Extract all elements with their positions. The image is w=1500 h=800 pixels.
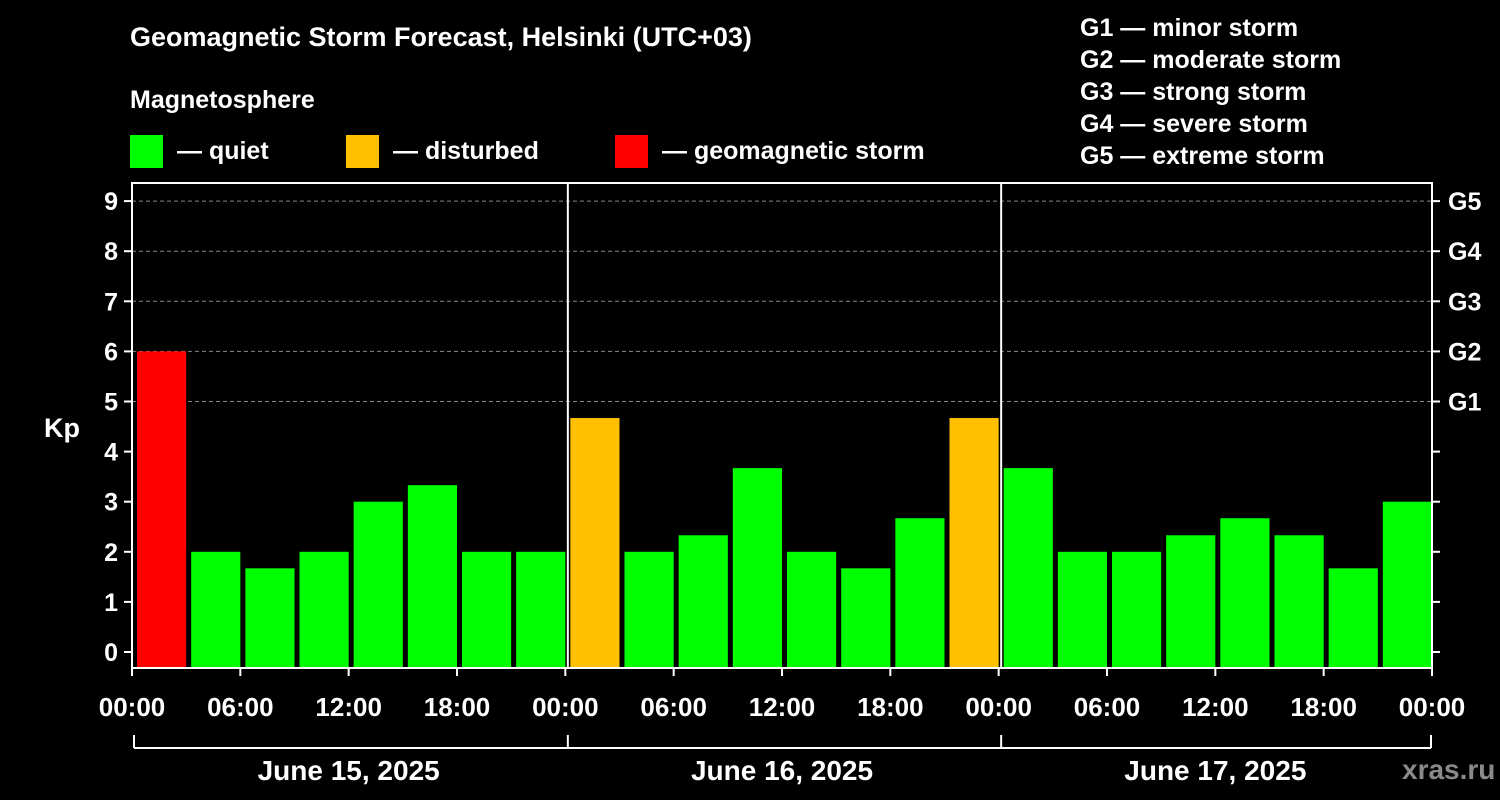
legend-swatch-disturbed (346, 134, 379, 168)
bar-16 (1003, 468, 1053, 668)
y-tick-label: 7 (104, 288, 118, 316)
bar-20 (1220, 518, 1270, 668)
y-tick-label: 2 (104, 539, 118, 567)
bar-11 (732, 468, 782, 668)
g-scale-item-g1: G1 — minor storm (1080, 14, 1299, 42)
x-tick-label: 18:00 (424, 692, 491, 722)
y-tick-label: 5 (104, 389, 118, 417)
legend-item-disturbed: — disturbed (346, 134, 539, 168)
magnetosphere-heading: Magnetosphere (130, 86, 315, 114)
bar-9 (624, 551, 674, 668)
bar-6 (462, 551, 512, 668)
bar-23 (1382, 501, 1432, 668)
y-tick-label: 9 (104, 188, 118, 216)
x-tick-label: 00:00 (532, 692, 599, 722)
g-scale-item-g2: G2 — moderate storm (1080, 46, 1342, 74)
bar-0 (137, 351, 187, 668)
legend-swatch-storm (615, 134, 648, 168)
g-scale-axis-label-g4: G4 (1448, 238, 1481, 266)
bar-18 (1112, 551, 1162, 668)
bar-22 (1328, 568, 1378, 668)
bar-2 (245, 568, 295, 668)
x-tick-label: 00:00 (99, 692, 166, 722)
y-axis-label: Kp (44, 413, 80, 443)
x-tick-label: 12:00 (1182, 692, 1249, 722)
y-tick-label: 8 (104, 238, 118, 266)
chart-title: Geomagnetic Storm Forecast, Helsinki (UT… (130, 22, 752, 52)
g-scale-axis-label-g1: G1 (1448, 389, 1481, 417)
x-tick-label: 00:00 (965, 692, 1032, 722)
bar-4 (353, 501, 403, 668)
day-label-2: June 17, 2025 (1124, 755, 1306, 786)
bar-15 (949, 418, 999, 668)
bar-10 (678, 535, 728, 668)
bar-7 (516, 551, 566, 668)
bar-12 (787, 551, 837, 668)
bar-19 (1166, 535, 1216, 668)
bar-3 (299, 551, 349, 668)
bar-5 (407, 485, 457, 668)
y-tick-label: 4 (104, 439, 118, 467)
day-label-0: June 15, 2025 (258, 755, 440, 786)
legend-item-quiet: — quiet (130, 134, 269, 168)
legend-swatch-quiet (130, 134, 163, 168)
g-scale-axis-label-g2: G2 (1448, 338, 1481, 366)
legend-label-quiet: — quiet (177, 136, 269, 165)
g-scale-item-g3: G3 — strong storm (1080, 78, 1307, 106)
legend-item-storm: — geomagnetic storm (615, 134, 925, 168)
x-tick-label: 12:00 (315, 692, 382, 722)
bar-1 (191, 551, 241, 668)
x-tick-label: 06:00 (1074, 692, 1141, 722)
y-tick-label: 0 (104, 639, 118, 667)
y-tick-label: 1 (104, 589, 118, 617)
g-scale-axis-label-g5: G5 (1448, 188, 1481, 216)
bar-21 (1274, 535, 1324, 668)
x-tick-label: 00:00 (1399, 692, 1466, 722)
g-scale-legend: G1 — minor storm G2 — moderate storm G3 … (1080, 12, 1341, 172)
x-tick-label: 12:00 (749, 692, 816, 722)
g-scale-item-g5: G5 — extreme storm (1080, 142, 1325, 170)
legend-label-disturbed: — disturbed (393, 136, 539, 165)
bar-14 (895, 518, 945, 668)
bar-17 (1057, 551, 1107, 668)
day-label-1: June 16, 2025 (691, 755, 873, 786)
g-scale-axis-label-g3: G3 (1448, 288, 1481, 316)
x-tick-label: 18:00 (1290, 692, 1357, 722)
y-tick-label: 6 (104, 338, 118, 366)
legend-label-storm: — geomagnetic storm (662, 136, 925, 165)
bar-8 (570, 418, 620, 668)
bar-13 (841, 568, 891, 668)
y-tick-label: 3 (104, 489, 118, 517)
x-tick-label: 06:00 (207, 692, 274, 722)
watermark: xras.ru (1402, 754, 1496, 785)
x-tick-label: 06:00 (640, 692, 707, 722)
x-tick-label: 18:00 (857, 692, 924, 722)
g-scale-item-g4: G4 — severe storm (1080, 110, 1308, 138)
